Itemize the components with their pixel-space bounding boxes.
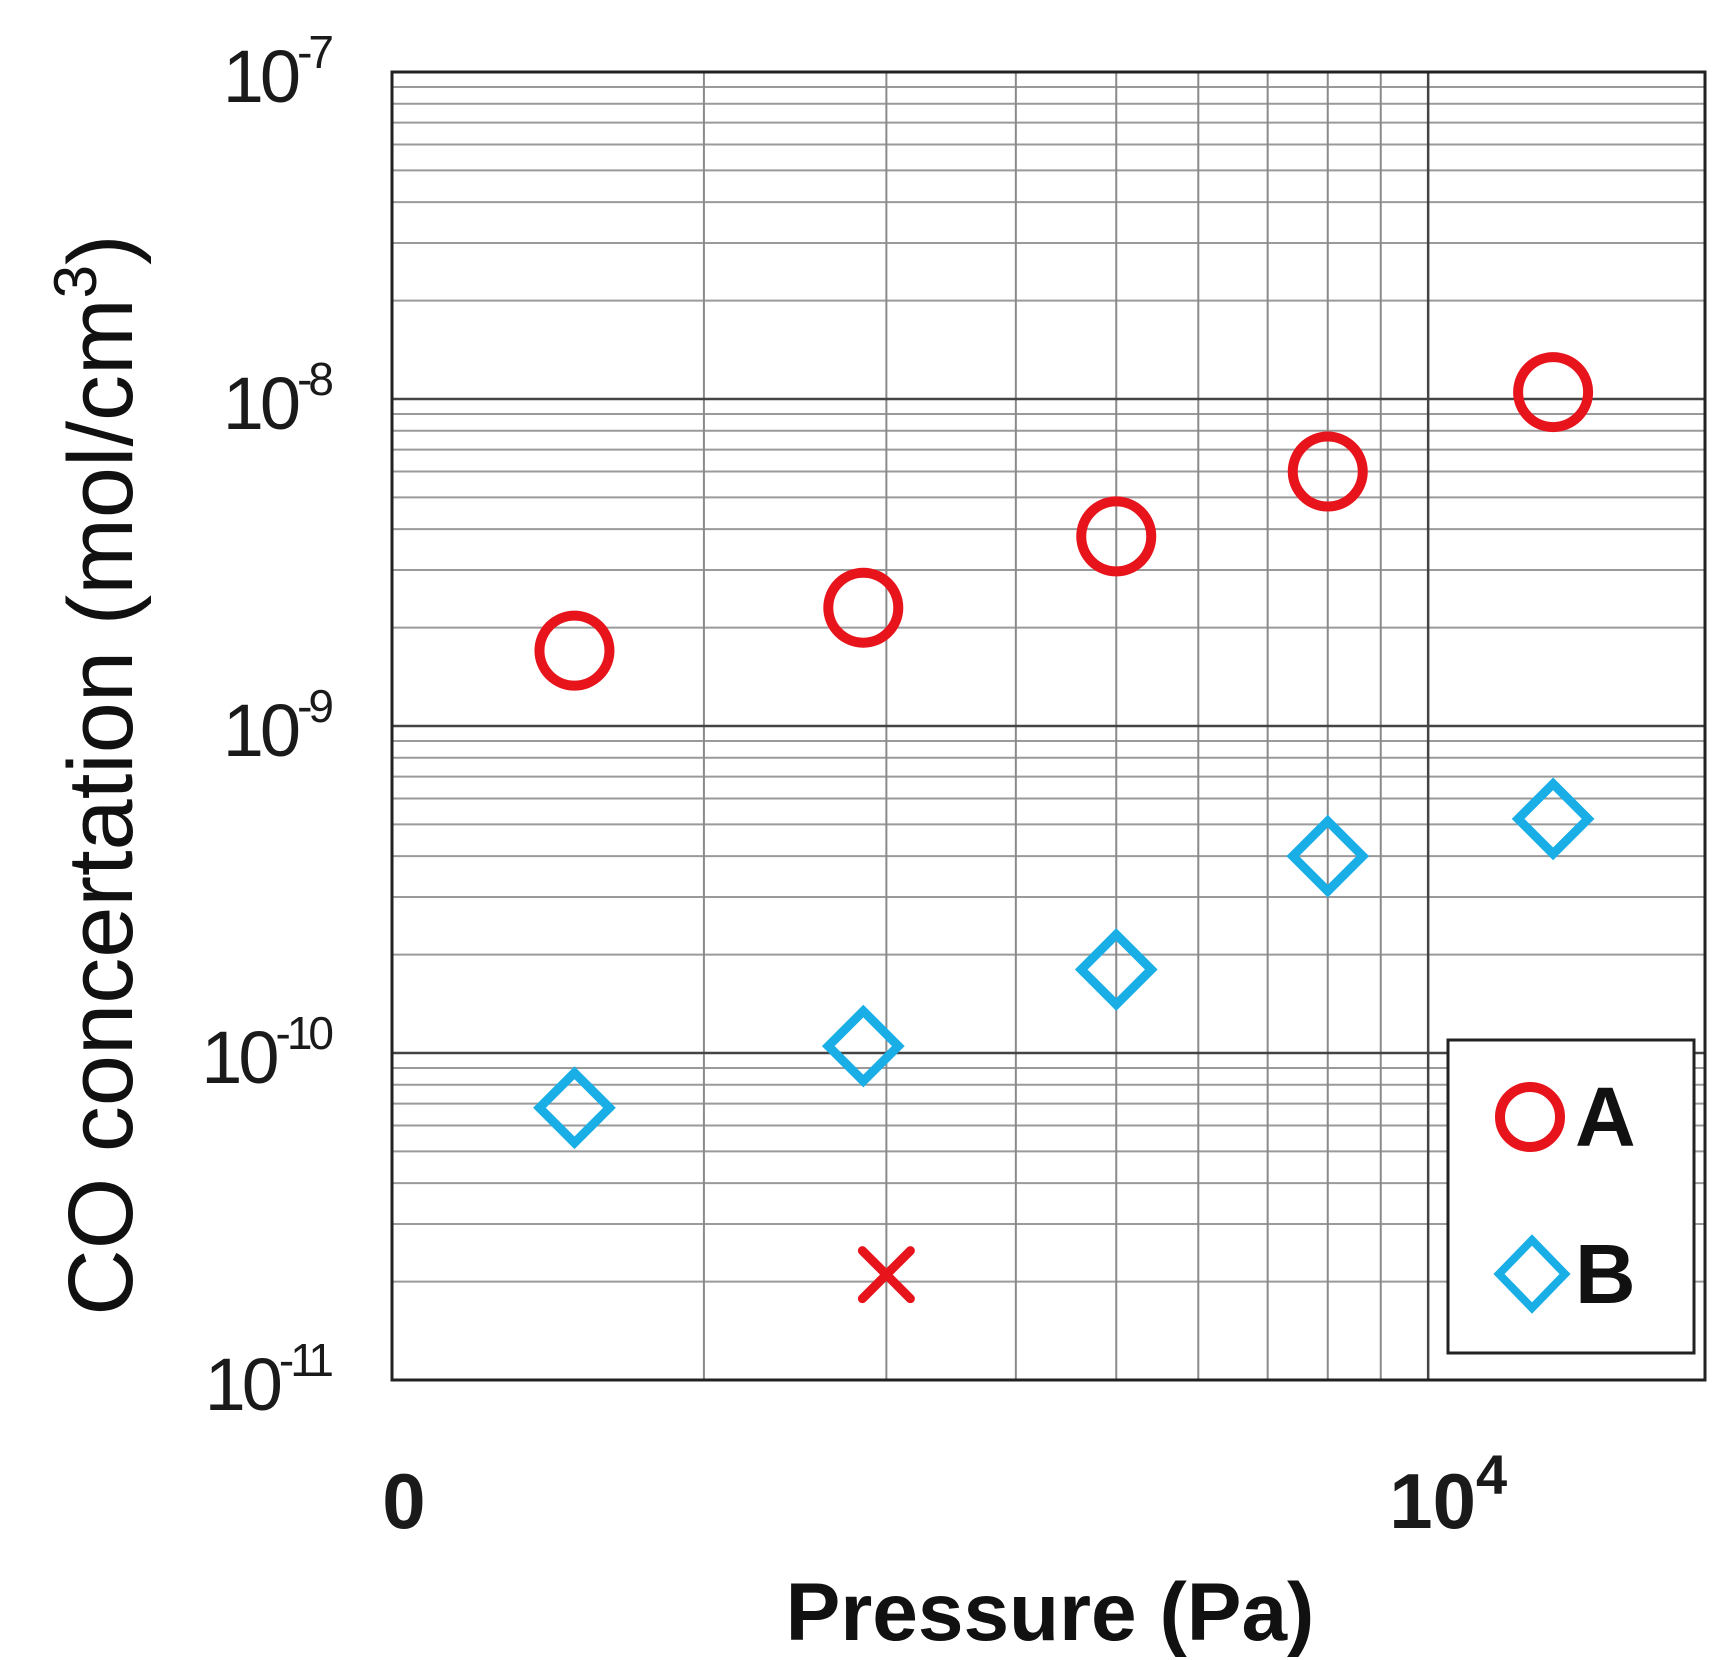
data-point-b — [1074, 928, 1158, 1011]
y-tick-base: 10 — [201, 1016, 277, 1099]
legend-label-b: B — [1575, 1227, 1636, 1321]
y-tick-exponent: -9 — [297, 680, 332, 732]
y-tick-exponent: -11 — [279, 1334, 332, 1386]
legend-marker-b — [1493, 1234, 1571, 1314]
x-axis-label: Pressure (Pa) — [786, 1567, 1315, 1658]
data-point-a — [823, 567, 904, 648]
data-point-a — [1513, 352, 1594, 433]
y-tick-base: 10 — [223, 35, 299, 118]
y-tick-label: 10-11 — [205, 1334, 333, 1426]
legend-label-a: A — [1575, 1070, 1636, 1164]
data-point-b — [821, 1004, 905, 1088]
data-point-a — [1076, 496, 1157, 577]
legend-marker-a — [1495, 1082, 1565, 1152]
legend: A B — [1446, 1038, 1696, 1355]
legend-box — [1446, 1038, 1696, 1355]
y-tick-label: 10-9 — [223, 680, 333, 772]
cross-stroke — [857, 1246, 915, 1304]
y-tick-exponent: -7 — [297, 26, 332, 78]
x-tick-label: 0 — [382, 1457, 425, 1545]
y-tick-base: 10 — [205, 1343, 281, 1426]
data-point-a — [1287, 431, 1368, 512]
y-axis-label-main: CO concertation (mol/cm — [50, 298, 152, 1315]
y-tick-label: 10-10 — [201, 1007, 332, 1099]
data-point-b — [533, 1066, 616, 1150]
y-tick-label: 10-8 — [223, 353, 333, 445]
x-tick-base: 0 — [382, 1457, 425, 1545]
x-tick-labels: 0 104 — [382, 1443, 1507, 1545]
data-point-a — [534, 610, 615, 691]
data-series — [533, 352, 1595, 1150]
series-b — [533, 777, 1595, 1150]
x-tick-base: 10 — [1389, 1457, 1476, 1545]
y-tick-exponent: -8 — [297, 353, 332, 405]
y-tick-label: 10-7 — [223, 26, 333, 118]
y-tick-exponent: -10 — [276, 1007, 333, 1059]
y-tick-base: 10 — [223, 689, 299, 772]
cross-marker — [857, 1246, 915, 1304]
data-point-b — [1286, 814, 1370, 898]
y-axis-label-sup: 3 — [42, 265, 109, 298]
series-a — [534, 352, 1594, 691]
x-tick-exponent: 4 — [1476, 1443, 1507, 1506]
plot-frame — [390, 70, 1707, 1382]
data-point-b — [1511, 777, 1595, 861]
x-tick-label: 104 — [1389, 1443, 1507, 1545]
y-axis-label: CO concertation (mol/cm3) — [42, 234, 152, 1315]
annotations — [857, 1246, 915, 1304]
y-axis-label-close: ) — [50, 234, 152, 265]
y-tick-base: 10 — [223, 362, 299, 445]
